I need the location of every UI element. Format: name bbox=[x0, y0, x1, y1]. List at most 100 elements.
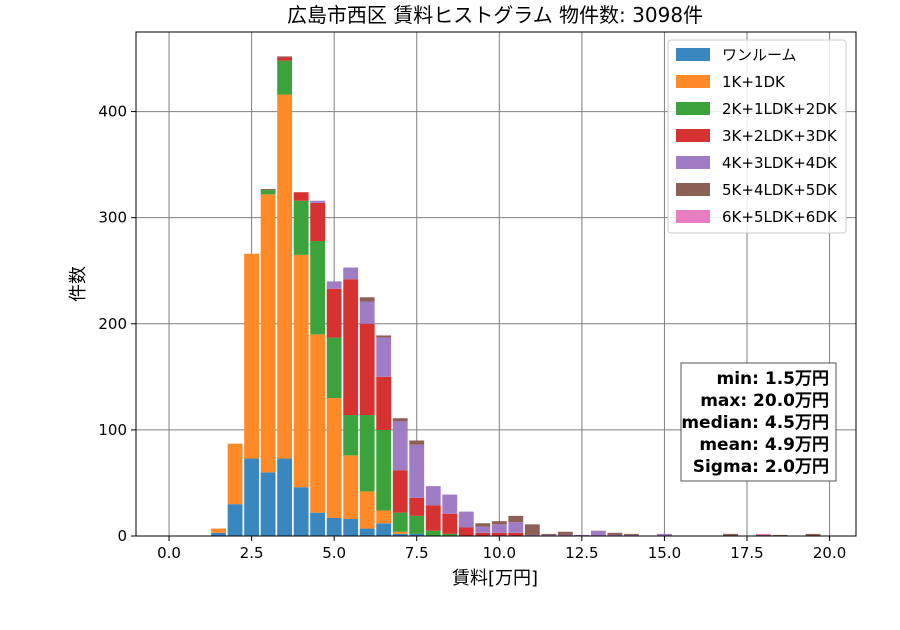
bar-segment bbox=[343, 519, 359, 536]
bar-segment bbox=[723, 533, 738, 536]
x-tick-label: 12.5 bbox=[565, 544, 598, 562]
bar-segment bbox=[343, 267, 359, 280]
bar-segment bbox=[326, 517, 342, 536]
bar-segment bbox=[310, 334, 326, 513]
y-tick-label: 400 bbox=[98, 103, 127, 121]
x-tick-label: 0.0 bbox=[157, 544, 181, 562]
bar-segment bbox=[293, 254, 309, 488]
bar-segment bbox=[277, 60, 293, 95]
bar-segment bbox=[442, 513, 458, 534]
legend-swatch bbox=[676, 102, 710, 115]
bar-segment bbox=[260, 472, 276, 536]
bar-segment bbox=[359, 491, 375, 529]
x-tick-label: 2.5 bbox=[240, 544, 264, 562]
bar-segment bbox=[409, 515, 425, 534]
bar-segment bbox=[244, 458, 260, 536]
bar-segment bbox=[442, 533, 458, 536]
bar-segment bbox=[310, 241, 326, 335]
bar-segment bbox=[491, 521, 507, 525]
x-tick-label: 15.0 bbox=[648, 544, 681, 562]
bar-segment bbox=[541, 533, 557, 535]
bar-segment bbox=[376, 337, 392, 377]
x-axis-title: 賃料[万円] bbox=[452, 568, 538, 589]
bar-segment bbox=[805, 533, 821, 536]
bar-segment bbox=[491, 524, 507, 533]
stats-min: min: 1.5万円 bbox=[717, 369, 829, 389]
y-tick-label: 0 bbox=[117, 527, 127, 545]
bar-segment bbox=[590, 530, 606, 536]
bar-segment bbox=[607, 532, 623, 535]
bar-segment bbox=[392, 418, 408, 422]
bar-segment bbox=[293, 200, 309, 255]
bar-segment bbox=[409, 444, 425, 498]
bar-segment bbox=[475, 532, 491, 536]
legend: ワンルーム 1K+1DK 2K+1LDK+2DK 3K+2LDK+3DK 4K+3LDK… bbox=[667, 39, 847, 234]
bar-segment bbox=[657, 533, 672, 536]
bar-segment bbox=[260, 194, 276, 473]
stats-mean: mean: 4.9万円 bbox=[699, 435, 829, 455]
bar-segment bbox=[376, 510, 392, 524]
bar-segment bbox=[623, 534, 639, 536]
legend-swatch bbox=[676, 75, 710, 88]
bar-segment bbox=[326, 288, 342, 338]
bar-segment bbox=[392, 531, 408, 534]
bar-segment bbox=[392, 421, 408, 471]
bar-segment bbox=[310, 512, 326, 536]
plot-frame bbox=[135, 31, 857, 537]
bar-segment bbox=[425, 486, 441, 506]
bar-segment bbox=[293, 192, 309, 201]
bar-segment bbox=[277, 94, 293, 459]
bar-segment bbox=[508, 532, 524, 536]
bar-segment bbox=[260, 190, 276, 195]
legend-swatch bbox=[676, 156, 710, 169]
stats-median: median: 4.5万円 bbox=[681, 413, 829, 433]
bar-segment bbox=[425, 505, 441, 531]
bar-segment bbox=[376, 429, 392, 511]
legend-label: 1K+1DK bbox=[722, 73, 786, 91]
y-tick-label: 100 bbox=[98, 421, 127, 439]
chart-title: 広島市西区 賃料ヒストグラム 物件数: 3098件 bbox=[287, 3, 703, 27]
bar-segment bbox=[310, 202, 326, 242]
legend-frame bbox=[667, 39, 847, 234]
axis-ticks: 0.0 2.5 5.0 7.5 10.0 12.5 15.0 17.5 20.0 0 100 200 3… bbox=[98, 103, 846, 562]
bar-segment bbox=[359, 301, 375, 324]
x-tick-label: 10.0 bbox=[483, 544, 516, 562]
bar-segment bbox=[409, 533, 425, 536]
bar-segment bbox=[277, 458, 293, 536]
bar-segment bbox=[293, 487, 309, 536]
bar-segment bbox=[557, 531, 573, 535]
bars bbox=[211, 56, 821, 536]
bar-segment bbox=[326, 398, 342, 518]
x-tick-label: 17.5 bbox=[730, 544, 763, 562]
bar-segment bbox=[392, 470, 408, 513]
bar-segment bbox=[392, 512, 408, 532]
stats-box-frame bbox=[680, 362, 837, 482]
bar-segment bbox=[359, 415, 375, 492]
bar-segment bbox=[227, 443, 243, 505]
bar-segment bbox=[442, 494, 458, 514]
x-tick-label: 20.0 bbox=[813, 544, 846, 562]
bar-segment bbox=[623, 533, 639, 535]
legend-label: 6K+5LDK+6DK bbox=[722, 208, 838, 226]
stats-sigma: Sigma: 2.0万円 bbox=[693, 457, 829, 477]
stats-box: min: 1.5万円 max: 20.0万円 median: 4.5万円 mea… bbox=[680, 362, 837, 482]
y-tick-label: 200 bbox=[98, 315, 127, 333]
bar-segment bbox=[244, 253, 260, 459]
bar-segment bbox=[508, 522, 524, 533]
bar-segment bbox=[343, 415, 359, 456]
legend-swatch bbox=[676, 48, 710, 61]
bar-segment bbox=[277, 56, 293, 58]
bar-segment bbox=[458, 511, 474, 528]
bar-segment bbox=[557, 534, 573, 536]
bar-segment bbox=[376, 335, 392, 338]
bar-segment bbox=[227, 504, 243, 536]
x-tick-label: 5.0 bbox=[322, 544, 346, 562]
legend-label: 5K+4LDK+5DK bbox=[722, 181, 838, 199]
bar-segment bbox=[409, 497, 425, 516]
bar-segment bbox=[343, 455, 359, 520]
bar-segment bbox=[260, 189, 276, 191]
legend-swatch bbox=[676, 129, 710, 142]
bar-segment bbox=[524, 534, 540, 536]
